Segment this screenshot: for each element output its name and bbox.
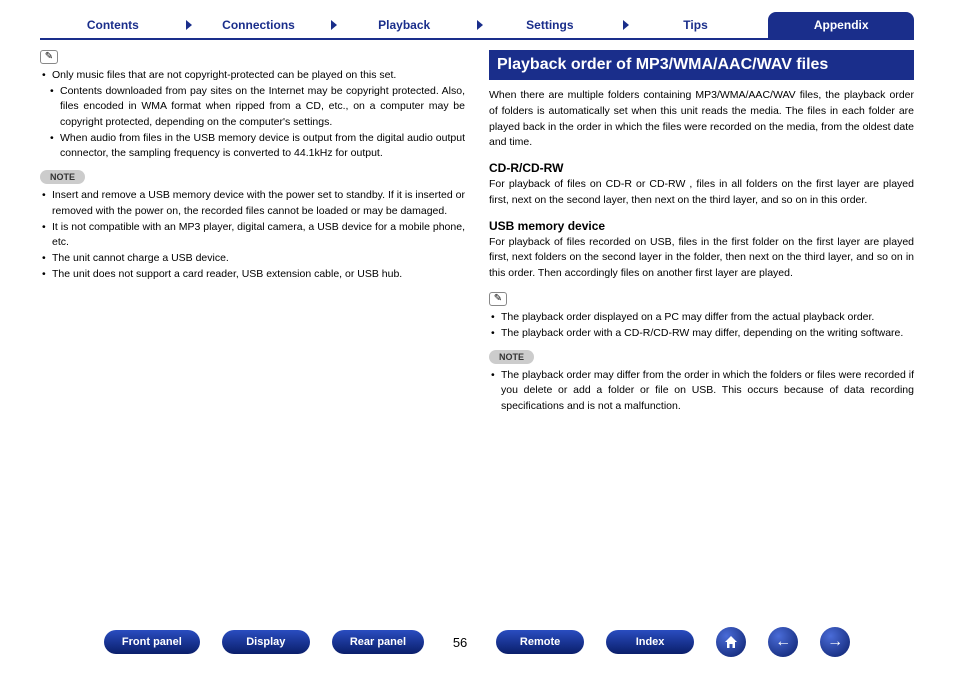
bullet-item: When audio from files in the USB memory … bbox=[42, 131, 465, 161]
bullet-item: Contents downloaded from pay sites on th… bbox=[42, 84, 465, 130]
tab-tips[interactable]: Tips bbox=[623, 12, 769, 40]
display-button[interactable]: Display bbox=[222, 630, 310, 654]
remote-button[interactable]: Remote bbox=[496, 630, 584, 654]
tab-settings[interactable]: Settings bbox=[477, 12, 623, 40]
pencil-icon: ✎ bbox=[40, 50, 58, 64]
home-icon[interactable] bbox=[716, 627, 746, 657]
subhead-cdr: CD-R/CD-RW bbox=[489, 161, 914, 175]
index-button[interactable]: Index bbox=[606, 630, 694, 654]
note-label: NOTE bbox=[40, 170, 85, 184]
tab-appendix[interactable]: Appendix bbox=[768, 12, 914, 40]
top-tabs: Contents Connections Playback Settings T… bbox=[0, 0, 954, 40]
prev-icon[interactable]: ← bbox=[768, 627, 798, 657]
bullet-item: It is not compatible with an MP3 player,… bbox=[42, 220, 465, 250]
next-icon[interactable]: → bbox=[820, 627, 850, 657]
right-column: Playback order of MP3/WMA/AAC/WAV files … bbox=[489, 50, 914, 415]
page-number: 56 bbox=[446, 635, 474, 650]
subhead-usb: USB memory device bbox=[489, 219, 914, 233]
section-title: Playback order of MP3/WMA/AAC/WAV files bbox=[489, 50, 914, 80]
left-column: ✎ Only music files that are not copyrigh… bbox=[40, 50, 465, 415]
bullet-item: The playback order with a CD-R/CD-RW may… bbox=[491, 326, 914, 341]
bottom-bar: Front panel Display Rear panel 56 Remote… bbox=[0, 627, 954, 657]
tab-connections[interactable]: Connections bbox=[186, 12, 332, 40]
tab-playback[interactable]: Playback bbox=[331, 12, 477, 40]
bullet-item: The unit does not support a card reader,… bbox=[42, 267, 465, 282]
body-usb: For playback of files recorded on USB, f… bbox=[489, 235, 914, 282]
note-label: NOTE bbox=[489, 350, 534, 364]
front-panel-button[interactable]: Front panel bbox=[104, 630, 200, 654]
bullet-item: The playback order may differ from the o… bbox=[491, 368, 914, 414]
bullet-item: Insert and remove a USB memory device wi… bbox=[42, 188, 465, 218]
rear-panel-button[interactable]: Rear panel bbox=[332, 630, 424, 654]
intro-text: When there are multiple folders containi… bbox=[489, 88, 914, 151]
content-area: ✎ Only music files that are not copyrigh… bbox=[0, 40, 954, 415]
tab-contents[interactable]: Contents bbox=[40, 12, 186, 40]
pencil-icon: ✎ bbox=[489, 292, 507, 306]
bullet-item: Only music files that are not copyright-… bbox=[42, 68, 465, 83]
bullet-item: The playback order displayed on a PC may… bbox=[491, 310, 914, 325]
bullet-item: The unit cannot charge a USB device. bbox=[42, 251, 465, 266]
body-cdr: For playback of files on CD-R or CD-RW ,… bbox=[489, 177, 914, 209]
